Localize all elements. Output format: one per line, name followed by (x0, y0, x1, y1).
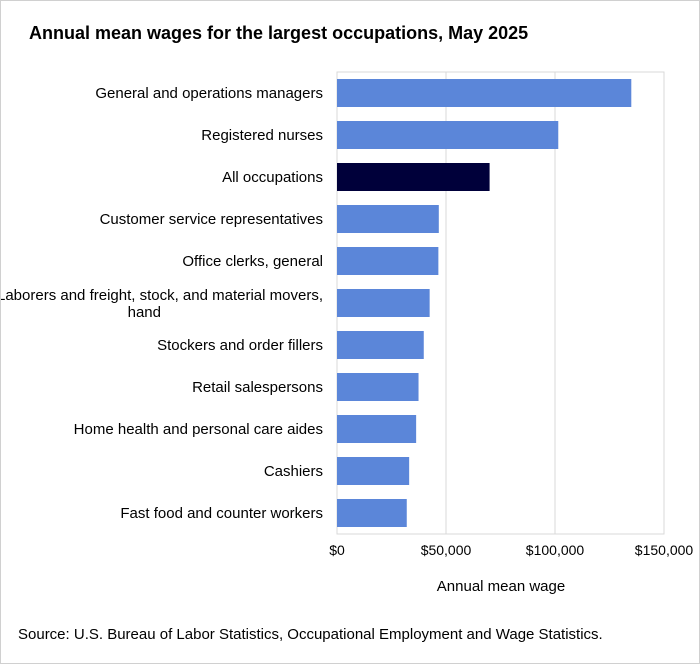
x-tick-label: $50,000 (421, 542, 472, 558)
category-label: Fast food and counter workers (120, 505, 323, 522)
bar (337, 79, 632, 107)
bar (337, 457, 410, 485)
category-label-line: Laborers and freight, stock, and materia… (1, 287, 323, 304)
bar (337, 121, 559, 149)
category-label: All occupations (222, 169, 323, 186)
category-label-line: hand (128, 304, 161, 321)
source-note: Source: U.S. Bureau of Labor Statistics,… (18, 626, 603, 643)
bar (337, 289, 430, 317)
x-axis-title: Annual mean wage (436, 578, 566, 595)
category-label: Cashiers (264, 463, 323, 480)
category-label: Office clerks, general (182, 253, 323, 270)
category-label: Home health and personal care aides (74, 421, 323, 438)
chart-title: Annual mean wages for the largest occupa… (29, 23, 529, 43)
bar (337, 331, 424, 359)
bar (337, 373, 419, 401)
bar (337, 163, 490, 191)
category-label: Laborers and freight, stock, and materia… (1, 287, 323, 321)
bar (337, 205, 439, 233)
x-tick-label: $0 (329, 542, 345, 558)
bar (337, 415, 417, 443)
category-label: Customer service representatives (100, 211, 323, 228)
category-label: General and operations managers (95, 85, 323, 102)
category-label: Registered nurses (201, 127, 323, 144)
x-tick-label: $100,000 (526, 542, 585, 558)
x-tick-label: $150,000 (635, 542, 694, 558)
category-label: Stockers and order fillers (157, 337, 323, 354)
category-label: Retail salespersons (192, 379, 323, 396)
bar (337, 247, 439, 275)
bar (337, 499, 407, 527)
